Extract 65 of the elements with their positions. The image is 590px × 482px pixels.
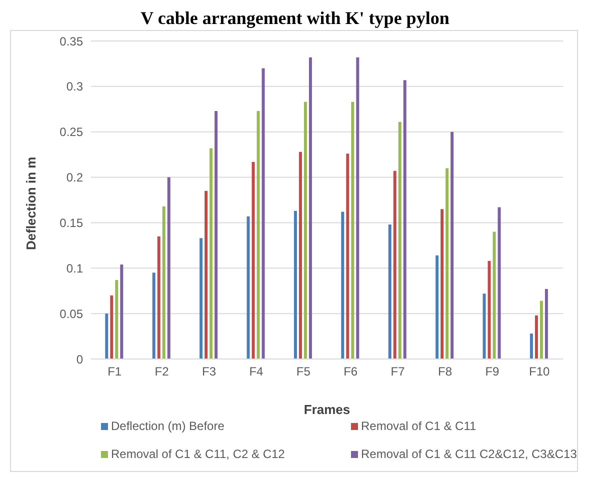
bar xyxy=(498,207,501,359)
bar xyxy=(157,236,160,359)
legend-label: Removal of C1 & C11 C2&C12, C3&C13 xyxy=(361,447,577,461)
bar xyxy=(446,168,449,359)
bar xyxy=(308,57,312,359)
bar xyxy=(388,224,392,359)
bar xyxy=(294,210,297,359)
y-tick-label: 0.35 xyxy=(60,34,84,48)
bar xyxy=(346,154,350,359)
x-tick-label: F6 xyxy=(344,364,358,379)
bar xyxy=(488,260,491,359)
x-tick-label: F3 xyxy=(202,364,216,379)
x-tick-label: F10 xyxy=(529,364,550,379)
bar xyxy=(256,110,260,359)
bar xyxy=(214,110,218,359)
y-tick-label: 0.25 xyxy=(60,125,84,140)
bar xyxy=(246,216,250,359)
bar xyxy=(440,209,444,359)
bar xyxy=(534,315,538,359)
y-tick-label: 0.3 xyxy=(66,80,84,94)
y-axis-title: Deflection in m xyxy=(24,156,39,250)
x-tick-label: F8 xyxy=(438,364,452,379)
legend-label: Removal of C1 & C11, C2 & C12 xyxy=(111,447,285,461)
x-tick-label: F9 xyxy=(485,364,500,379)
bar xyxy=(204,190,208,359)
bar xyxy=(393,170,396,359)
bar xyxy=(398,122,402,359)
y-tick-label: 0 xyxy=(76,352,84,366)
bar xyxy=(530,334,533,359)
bar xyxy=(110,295,114,359)
bar xyxy=(105,314,108,359)
bar xyxy=(120,264,124,359)
bar xyxy=(436,255,439,359)
x-tick-label: F4 xyxy=(249,364,264,379)
x-tick-label: F1 xyxy=(108,364,122,379)
chart-title: V cable arrangement with K' type pylon xyxy=(140,8,450,30)
bar xyxy=(252,162,255,359)
y-tick-label: 0.15 xyxy=(60,216,84,230)
bar xyxy=(262,68,265,359)
x-tick-label: F5 xyxy=(296,364,311,379)
y-tick-label: 0.05 xyxy=(60,306,84,321)
bar xyxy=(341,212,344,359)
legend-label: Removal of C1 & C11 xyxy=(361,419,476,433)
bar xyxy=(540,300,543,359)
x-axis-title: Frames xyxy=(304,402,350,417)
x-tick-label: F7 xyxy=(390,364,406,379)
bar xyxy=(115,280,118,359)
bar xyxy=(403,80,406,359)
y-tick-label: 0.1 xyxy=(66,261,84,276)
bar xyxy=(162,206,166,359)
x-tick-label: F2 xyxy=(154,364,170,379)
bar xyxy=(167,177,170,359)
bar xyxy=(544,289,548,359)
bar xyxy=(298,152,302,359)
bar xyxy=(351,102,354,359)
bar xyxy=(210,148,213,359)
bar xyxy=(200,238,203,359)
legend-label: Deflection (m) Before xyxy=(111,419,224,433)
y-tick-label: 0.2 xyxy=(66,170,84,185)
bar xyxy=(304,102,307,359)
bar xyxy=(450,132,454,359)
bar xyxy=(356,57,360,359)
bar xyxy=(152,272,156,359)
bar xyxy=(492,232,496,359)
bar xyxy=(482,294,486,359)
